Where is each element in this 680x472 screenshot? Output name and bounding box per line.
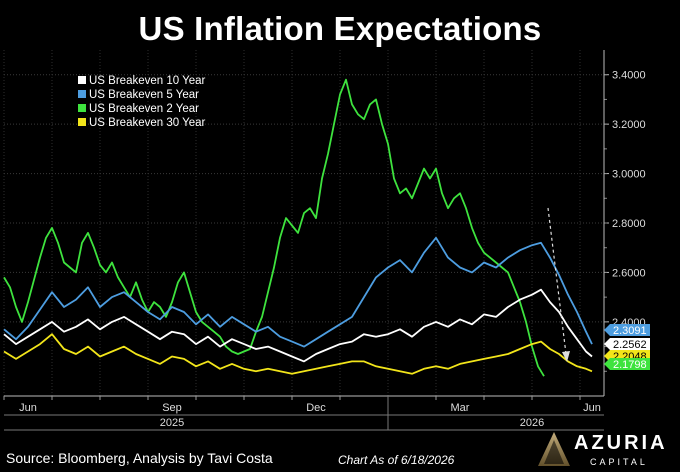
last-value-tag-text: 2.3091: [613, 325, 647, 337]
legend-label: US Breakeven 10 Year: [89, 75, 206, 87]
legend: US Breakeven 10 Year US Breakeven 5 Year U…: [78, 75, 206, 129]
y-tick-label: 3.0000: [612, 169, 646, 181]
series-line-us-breakeven-5-year: [3, 236, 593, 348]
y-tick-label: 3.4000: [612, 70, 646, 82]
downtrend-arrow-line: [547, 207, 567, 355]
legend-swatch: [78, 90, 86, 98]
chart-date: Chart As of 6/18/2026: [338, 453, 455, 467]
x-tick-label: Dec: [306, 402, 326, 414]
x-tick-label: Mar: [451, 402, 470, 414]
series-line-us-breakeven-10-year: [3, 288, 593, 363]
last-value-tag-bg: [604, 338, 650, 350]
legend-label: US Breakeven 5 Year: [89, 89, 199, 101]
series-line-us-breakeven-2-year: [3, 78, 545, 377]
legend-swatch: [78, 76, 86, 84]
downtrend-arrow: [547, 207, 570, 362]
last-value-tag-bg: [604, 324, 650, 336]
last-value-tag-text: 2.2562: [613, 339, 647, 351]
x-year-label: 2025: [160, 417, 184, 429]
brand-sub: CAPITAL: [590, 457, 648, 467]
brand-logo: AZURIA CAPITAL: [534, 430, 674, 470]
x-tick-label: Jun: [583, 402, 601, 414]
downtrend-arrow-head: [562, 351, 570, 362]
x-year-label: 2026: [520, 417, 544, 429]
last-value-tag: 2.1798: [604, 358, 650, 371]
series-line-us-breakeven-30-year: [3, 333, 593, 375]
axes: [3, 50, 609, 431]
y-tick-label: 2.6000: [612, 267, 646, 279]
last-value-tag: 2.3091: [604, 324, 650, 337]
grid-lines: [3, 50, 604, 396]
y-tick-label: 2.8000: [612, 218, 646, 230]
legend-label: US Breakeven 2 Year: [89, 103, 199, 115]
legend-swatch: [78, 104, 86, 112]
y-tick-label: 3.2000: [612, 119, 646, 131]
last-value-tag-bg: [604, 358, 650, 370]
x-tick-label: Sep: [162, 402, 182, 414]
series-lines: [3, 78, 593, 377]
legend-label: US Breakeven 30 Year: [89, 117, 206, 129]
last-value-tag: 2.2562: [604, 338, 650, 351]
logo-mark-icon: [538, 432, 570, 466]
legend-swatch: [78, 118, 86, 126]
source-note: Source: Bloomberg, Analysis by Tavi Cost…: [6, 450, 273, 466]
chart-title: US Inflation Expectations: [138, 10, 542, 47]
x-tick-label: Jun: [19, 402, 37, 414]
brand-name: AZURIA: [574, 432, 668, 454]
last-value-tag-text: 2.1798: [613, 359, 647, 371]
x-axis-labels: Jun Sep Dec Mar Jun 2025 2026: [19, 402, 601, 429]
